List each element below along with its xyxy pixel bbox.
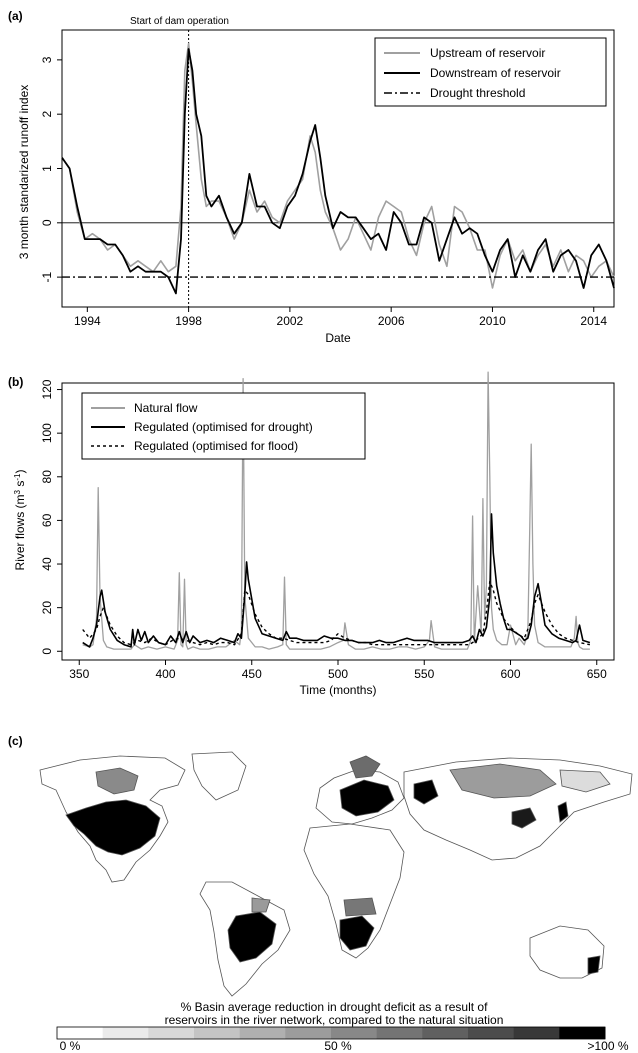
x-tick-label: 650: [587, 667, 607, 681]
legend-caption-line1: % Basin average reduction in drought def…: [181, 1000, 489, 1014]
region-east-asia-high: [511, 807, 537, 829]
region-scandinavia-mid: [349, 755, 381, 779]
region-siberia-light: [559, 769, 611, 793]
legend-label-drought: Regulated (optimised for drought): [134, 420, 313, 434]
region-canada-mid: [95, 767, 139, 795]
region-japan-high: [557, 801, 569, 823]
x-tick-label: 2002: [277, 314, 304, 328]
panel-b: (b) 350 400 450 500 550 600 650 0 20 40 60 80 100 12…: [8, 371, 615, 697]
legend-b: Natural flow Regulated (optimised for dr…: [81, 392, 366, 460]
x-tick-label: 2010: [479, 314, 506, 328]
region-south-america-mid: [251, 897, 271, 913]
legend-label-downstream: Downstream of reservoir: [430, 66, 561, 80]
y-ticks-b: 0 20 40 60 80 100 120: [40, 379, 62, 655]
legend-label-threshold: Drought threshold: [430, 86, 525, 100]
panel-a: (a) Start of dam operation 1994 1998 2002 2…: [8, 9, 615, 345]
legend-caption-line2: reservoirs in the river network, compare…: [165, 1013, 504, 1027]
scale-swatch: [57, 1027, 104, 1039]
y-ticks-a: -1 0 1 2 3: [40, 56, 62, 282]
x-tick-label: 2006: [378, 314, 405, 328]
scale-swatch: [148, 1027, 195, 1039]
world-map: [39, 751, 633, 997]
scale-swatch: [468, 1027, 515, 1039]
y-tick-label: 3: [40, 56, 54, 63]
region-south-america-high: [227, 911, 277, 963]
plot-area-a: [61, 30, 615, 307]
x-ticks-b: 350 400 450 500 550 600 650: [69, 660, 607, 681]
region-central-asia-high: [413, 779, 439, 805]
region-russia-mid: [449, 763, 557, 799]
y-axis-label-a: 3 month standarized runoff index: [17, 85, 31, 260]
region-europe-high: [339, 779, 395, 817]
y-tick-label: 0: [40, 648, 54, 655]
scale-swatch: [285, 1027, 332, 1039]
x-tick-label: 400: [155, 667, 175, 681]
scale-swatch: [239, 1027, 286, 1039]
x-tick-label: 1994: [74, 314, 101, 328]
y-tick-label: 1: [40, 165, 54, 172]
series-line-upstream-of-reservoir: [61, 42, 615, 289]
region-southern-africa-mid: [343, 897, 377, 917]
dam-annotation: Start of dam operation: [130, 16, 229, 27]
y-tick-label: 120: [40, 379, 54, 399]
x-tick-label: 450: [242, 667, 262, 681]
legend-label-flood: Regulated (optimised for flood): [134, 439, 298, 453]
panel-a-label: (a): [8, 9, 23, 23]
y-tick-label: -1: [40, 271, 54, 282]
panel-b-label: (b): [8, 375, 23, 389]
y-tick-label: 2: [40, 111, 54, 118]
y-tick-label: 100: [40, 423, 54, 443]
region-southern-africa-high: [339, 915, 375, 951]
color-scale-bar: [57, 1027, 606, 1039]
plot-area-b: [82, 371, 591, 650]
series-line-downstream-of-reservoir: [61, 48, 615, 295]
scale-swatch: [194, 1027, 241, 1039]
scale-swatch: [559, 1027, 606, 1039]
region-north-america-high: [65, 799, 161, 856]
y-tick-label: 40: [40, 557, 54, 571]
panel-c-label: (c): [8, 734, 23, 748]
scale-label-mid: 50 %: [324, 1039, 352, 1053]
panel-c: (c): [8, 734, 633, 1053]
series-line-regulated-optimised-for-flood: [82, 580, 591, 646]
series-line-natural-flow: [82, 371, 590, 650]
x-axis-label-a: Date: [325, 331, 351, 345]
legend-a: Upstream of reservoir Downstream of rese…: [374, 37, 607, 107]
scale-swatch: [376, 1027, 423, 1039]
y-tick-label: 0: [40, 219, 54, 226]
scale-swatch: [331, 1027, 378, 1039]
region-australia-high: [587, 955, 601, 975]
x-tick-label: 1998: [175, 314, 202, 328]
scale-bar-frame: [56, 1026, 606, 1040]
x-axis-label-b: Time (months): [300, 683, 377, 697]
scale-label-right: >100 %: [587, 1039, 628, 1053]
scale-swatch: [422, 1027, 469, 1039]
x-tick-label: 2014: [580, 314, 607, 328]
legend-label-natural: Natural flow: [134, 401, 198, 415]
series-line-regulated-optimised-for-drought: [82, 513, 591, 648]
landmass-greenland: [191, 751, 247, 801]
y-axis-label-b: River flows (m3 s-1): [13, 470, 27, 571]
y-tick-label: 60: [40, 513, 54, 527]
x-ticks-a: 1994 1998 2002 2006 2010 2014: [74, 307, 607, 328]
legend-label-upstream: Upstream of reservoir: [430, 46, 545, 60]
scale-swatch: [513, 1027, 560, 1039]
scale-label-left: 0 %: [60, 1039, 81, 1053]
scale-swatch: [102, 1027, 149, 1039]
landmass-africa: [303, 823, 405, 959]
x-tick-label: 500: [328, 667, 348, 681]
legend-box-b: [81, 392, 366, 460]
y-tick-label: 80: [40, 470, 54, 484]
y-tick-label: 20: [40, 601, 54, 615]
x-tick-label: 600: [500, 667, 520, 681]
x-tick-label: 350: [69, 667, 89, 681]
x-tick-label: 550: [414, 667, 434, 681]
